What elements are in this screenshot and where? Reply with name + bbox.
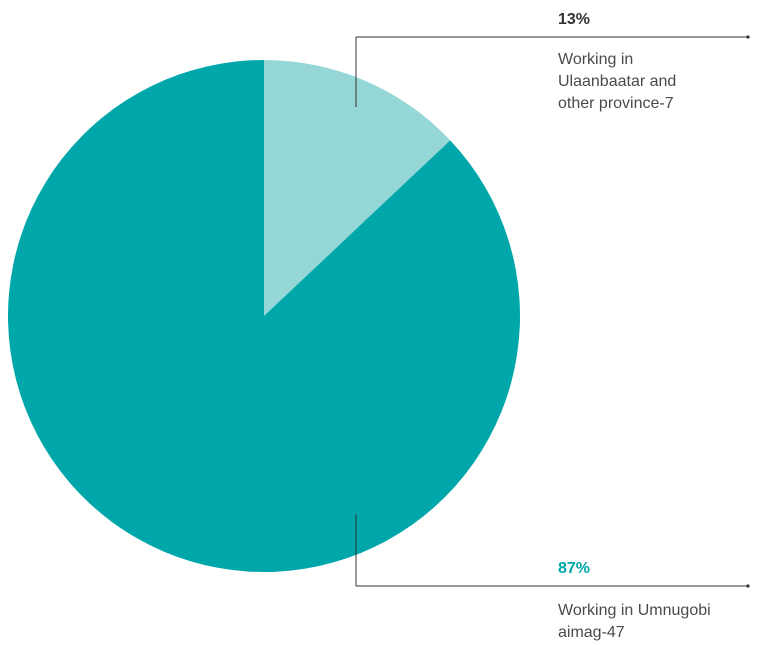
slice-annotations: 13% Working in Ulaanbaatar and other provin… [355,11,750,641]
annotation-2: 87% Working in Umnugobi aimag-47 [355,514,750,641]
percent-label-1: 13% [558,11,590,28]
pie-slice-1 [264,60,451,316]
leader-line-end-dot [746,584,750,588]
leader-line-end-dot [746,35,750,39]
pie-slice-2 [7,60,520,572]
slice-label-1-line-2: Ulaanbaatar and [558,73,676,90]
slice-label-2-line-1: Working in Umnugobi [558,602,711,619]
slice-label-1-line-1: Working in [558,51,633,68]
slice-label-1-line-3: other province-7 [558,95,674,112]
annotation-1: 13% Working in Ulaanbaatar and other provin… [355,11,750,112]
pie-slices [7,60,520,572]
percent-label-2: 87% [558,560,590,577]
slice-label-2-line-2: aimag-47 [558,624,625,641]
